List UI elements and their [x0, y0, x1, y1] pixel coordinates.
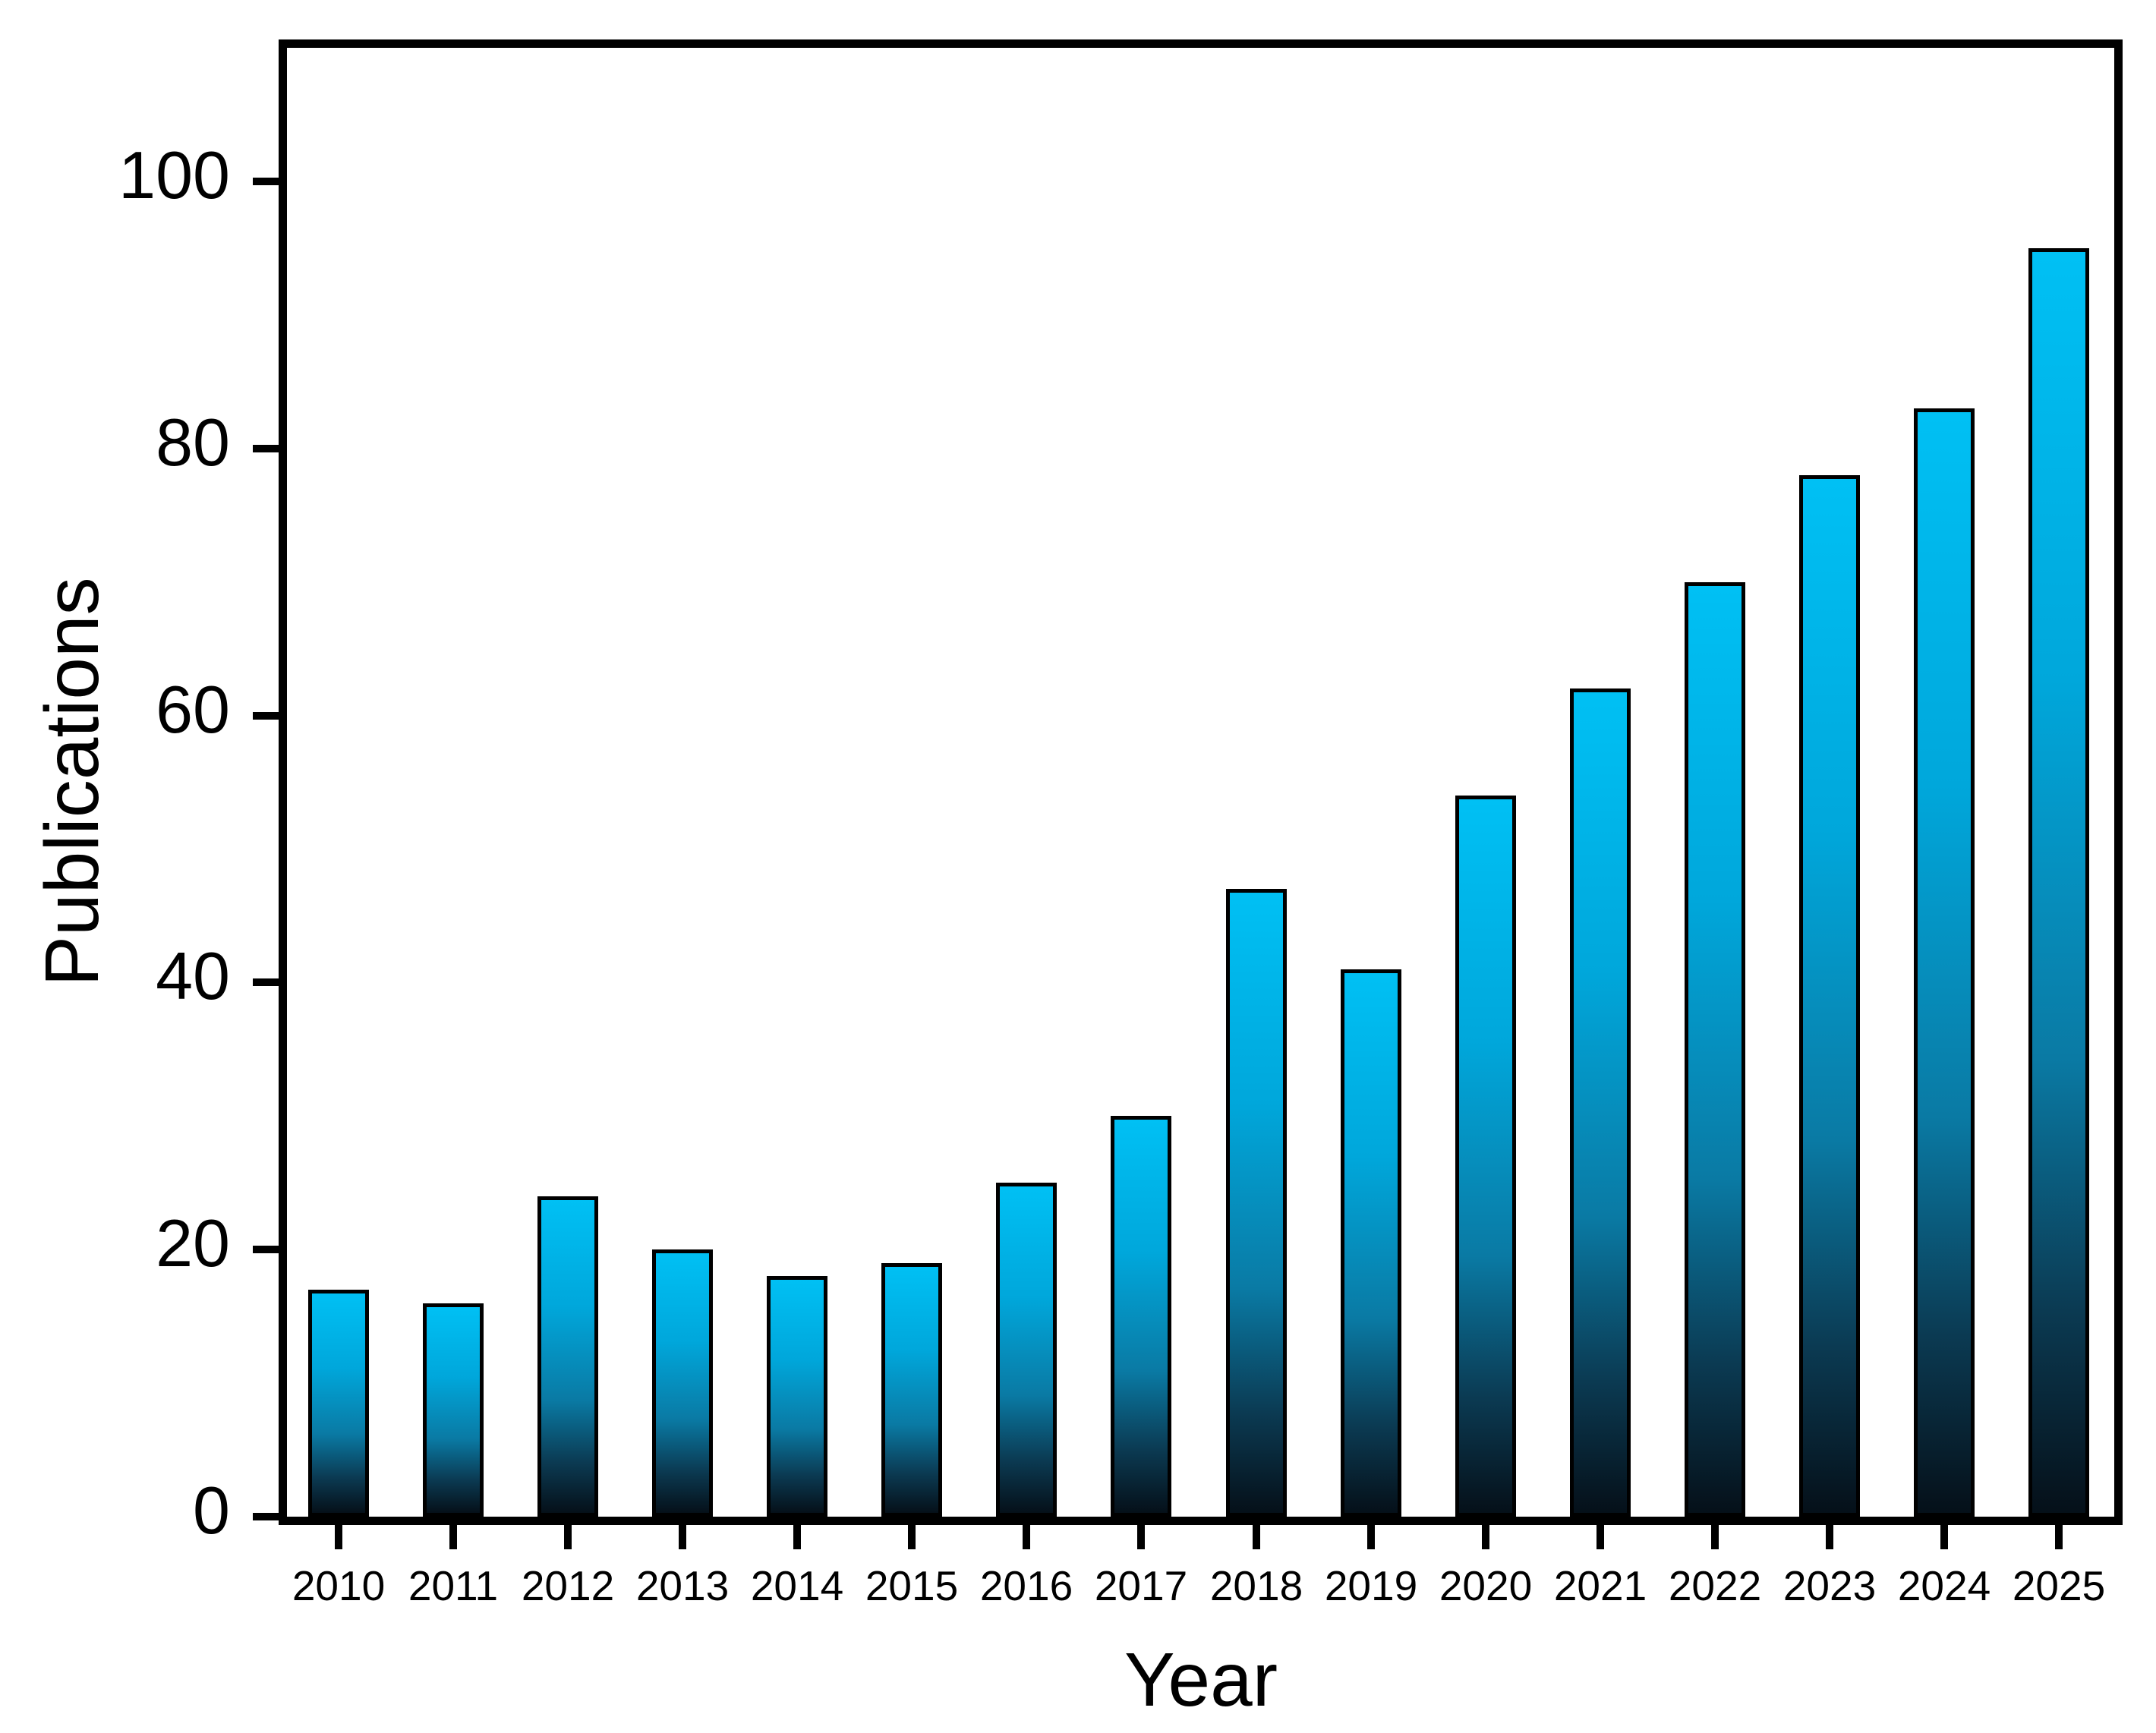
- x-tick-label: 2010: [292, 1562, 386, 1609]
- x-tick-label: 2022: [1668, 1562, 1762, 1609]
- y-tick-label: 0: [193, 1473, 230, 1548]
- x-axis-title: Year: [1124, 1637, 1278, 1722]
- x-tick-label: 2018: [1209, 1562, 1303, 1609]
- x-tick-mark: [679, 1525, 686, 1549]
- x-tick-mark: [1597, 1525, 1604, 1549]
- x-tick-label: 2011: [408, 1562, 499, 1609]
- x-tick-label: 2025: [2012, 1562, 2106, 1609]
- bar-2020: [1455, 796, 1516, 1517]
- x-tick-mark: [564, 1525, 572, 1549]
- x-tick-label: 2014: [750, 1562, 844, 1609]
- y-tick-label: 80: [156, 405, 230, 480]
- bar-2015: [881, 1263, 942, 1517]
- x-tick-label: 2012: [521, 1562, 615, 1609]
- bar-2014: [767, 1276, 827, 1517]
- y-tick-mark: [253, 978, 279, 986]
- x-tick-mark: [1940, 1525, 1948, 1549]
- x-tick-mark: [1023, 1525, 1030, 1549]
- bar-2018: [1226, 889, 1287, 1517]
- x-tick-mark: [449, 1525, 457, 1549]
- bar-2013: [652, 1249, 713, 1517]
- x-tick-mark: [335, 1525, 342, 1549]
- x-tick-mark: [1826, 1525, 1833, 1549]
- x-tick-label: 2013: [635, 1562, 730, 1609]
- x-tick-label: 2016: [979, 1562, 1073, 1609]
- x-tick-label: 2017: [1094, 1562, 1188, 1609]
- bar-2016: [996, 1183, 1057, 1517]
- y-tick-label: 100: [118, 137, 230, 213]
- y-tick-mark: [253, 445, 279, 452]
- bar-2017: [1111, 1116, 1171, 1517]
- x-tick-mark: [2055, 1525, 2063, 1549]
- x-tick-label: 2024: [1897, 1562, 1991, 1609]
- bar-2025: [2028, 248, 2089, 1517]
- bar-2019: [1341, 969, 1401, 1517]
- y-tick-mark: [253, 1513, 279, 1520]
- bar-2022: [1685, 582, 1745, 1517]
- bar-2021: [1570, 688, 1631, 1517]
- bar-2024: [1914, 408, 1975, 1517]
- bar-2011: [423, 1303, 484, 1517]
- bar-2012: [537, 1196, 598, 1517]
- y-tick-mark: [253, 712, 279, 720]
- y-tick-mark: [253, 178, 279, 185]
- x-tick-label: 2023: [1782, 1562, 1877, 1609]
- bars-container: [287, 48, 2114, 1517]
- y-tick-label: 20: [156, 1205, 230, 1281]
- y-axis-title: Publications: [30, 577, 115, 987]
- x-tick-mark: [793, 1525, 801, 1549]
- x-tick-mark: [1711, 1525, 1719, 1549]
- x-tick-mark: [908, 1525, 916, 1549]
- x-tick-mark: [1482, 1525, 1489, 1549]
- x-tick-label: 2021: [1553, 1562, 1647, 1609]
- y-tick-label: 60: [156, 672, 230, 747]
- plot-frame: [279, 39, 2123, 1525]
- bar-2023: [1799, 475, 1860, 1517]
- x-tick-label: 2015: [865, 1562, 959, 1609]
- y-tick-mark: [253, 1246, 279, 1253]
- x-tick-mark: [1137, 1525, 1145, 1549]
- bar-2010: [308, 1290, 369, 1517]
- x-tick-label: 2019: [1324, 1562, 1418, 1609]
- x-tick-label: 2020: [1439, 1562, 1533, 1609]
- y-tick-label: 40: [156, 938, 230, 1013]
- x-tick-mark: [1253, 1525, 1260, 1549]
- x-tick-mark: [1367, 1525, 1375, 1549]
